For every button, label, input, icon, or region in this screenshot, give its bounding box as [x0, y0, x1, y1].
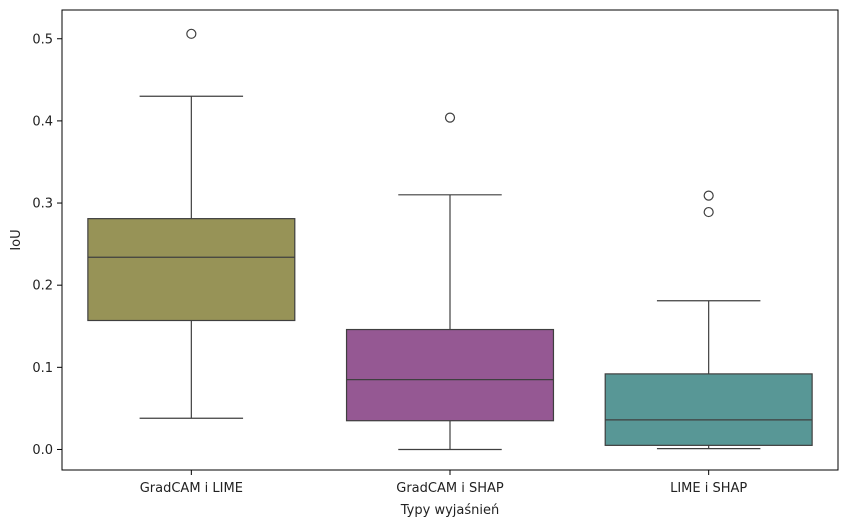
y-tick-label: 0.2	[32, 279, 53, 294]
box-group	[87, 28, 296, 419]
box-group	[604, 190, 813, 450]
plot-area	[87, 28, 813, 451]
outlier-point	[703, 206, 714, 218]
y-tick-label: 0.5	[32, 32, 53, 47]
y-axis: 0.0 0.1 0.2 0.3 0.4 0.5	[32, 32, 62, 458]
y-tick-label: 0.4	[32, 114, 53, 129]
y-axis-label: IoU	[9, 229, 24, 250]
outlier-point	[703, 190, 714, 201]
iqr-box	[345, 328, 555, 422]
x-axis-label: Typy wyjaśnień	[400, 503, 499, 518]
x-tick-label: GradCAM i LIME	[140, 481, 243, 496]
x-tick-label: GradCAM i SHAP	[396, 481, 504, 496]
iqr-box	[87, 218, 296, 322]
box-group	[345, 112, 555, 451]
iqr-box	[604, 373, 813, 446]
outlier-point	[186, 28, 197, 39]
x-tick-label: LIME i SHAP	[670, 481, 747, 496]
y-tick-label: 0.3	[32, 197, 53, 212]
x-axis: GradCAM i LIME GradCAM i SHAP LIME i SHAP	[140, 470, 747, 496]
outlier-point	[444, 112, 456, 123]
y-tick-label: 0.0	[32, 443, 53, 458]
y-tick-label: 0.1	[32, 361, 53, 376]
